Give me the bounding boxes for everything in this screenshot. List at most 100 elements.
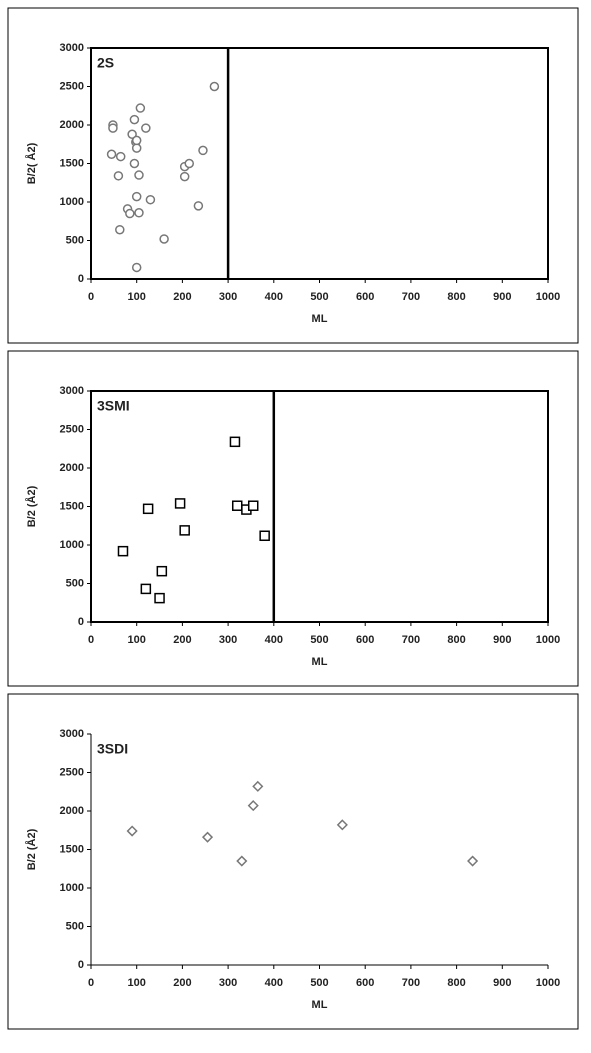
point xyxy=(156,565,168,577)
x-tick-label: 500 xyxy=(310,291,328,303)
x-axis-label: ML xyxy=(312,656,328,668)
y-tick-label: 1500 xyxy=(60,843,84,855)
x-tick-label: 700 xyxy=(402,977,420,989)
y-tick-label: 500 xyxy=(66,920,84,932)
y-tick-label: 3000 xyxy=(60,42,84,54)
point xyxy=(129,114,140,125)
x-tick-label: 900 xyxy=(493,291,511,303)
y-tick-label: 0 xyxy=(78,616,84,628)
x-tick-label: 500 xyxy=(310,634,328,646)
x-tick-label: 200 xyxy=(173,291,191,303)
x-tick-label: 700 xyxy=(402,634,420,646)
point xyxy=(467,855,479,867)
y-tick-label: 0 xyxy=(78,959,84,971)
x-tick-label: 200 xyxy=(173,634,191,646)
x-tick-label: 800 xyxy=(447,977,465,989)
y-tick-label: 2000 xyxy=(60,462,84,474)
x-tick-label: 300 xyxy=(219,977,237,989)
point xyxy=(154,592,165,604)
y-tick-label: 0 xyxy=(78,273,84,285)
y-tick-label: 1000 xyxy=(60,882,84,894)
y-tick-label: 2000 xyxy=(60,805,84,817)
point xyxy=(129,158,140,169)
point xyxy=(141,123,151,133)
x-tick-label: 0 xyxy=(88,634,94,646)
point xyxy=(193,201,204,211)
x-tick-label: 0 xyxy=(88,291,94,303)
y-tick-label: 1000 xyxy=(60,539,84,551)
chart-title: 2S xyxy=(97,55,114,71)
y-tick-label: 2500 xyxy=(60,80,84,92)
point xyxy=(201,831,214,843)
y-tick-label: 2000 xyxy=(60,119,84,131)
y-tick-label: 500 xyxy=(66,234,84,246)
point xyxy=(115,151,126,162)
point xyxy=(198,145,208,156)
x-tick-label: 1000 xyxy=(536,634,560,646)
plot-frame xyxy=(90,390,549,623)
x-tick-label: 600 xyxy=(356,977,374,989)
x-tick-label: 900 xyxy=(493,977,511,989)
x-tick-label: 600 xyxy=(356,634,374,646)
point xyxy=(159,234,169,244)
point xyxy=(336,819,348,831)
point xyxy=(231,500,243,511)
y-tick-label: 1500 xyxy=(60,500,84,512)
y-tick-label: 2500 xyxy=(60,766,84,778)
point xyxy=(131,262,142,273)
point xyxy=(229,436,241,448)
x-tick-label: 1000 xyxy=(536,291,560,303)
point xyxy=(126,825,138,837)
panel-border xyxy=(7,350,579,687)
y-axis-label: B/2 (Å2) xyxy=(25,485,38,527)
x-tick-label: 300 xyxy=(219,634,237,646)
point xyxy=(184,158,195,169)
point xyxy=(179,525,190,536)
x-tick-label: 400 xyxy=(265,634,283,646)
x-tick-label: 1000 xyxy=(536,977,560,989)
panel-border xyxy=(7,693,579,1030)
point xyxy=(236,855,248,867)
y-tick-label: 500 xyxy=(66,577,84,589)
point xyxy=(179,171,190,182)
point xyxy=(108,123,118,133)
x-tick-label: 800 xyxy=(447,634,465,646)
x-tick-label: 400 xyxy=(265,291,283,303)
point xyxy=(106,149,117,160)
x-tick-label: 100 xyxy=(128,977,146,989)
point xyxy=(131,143,142,153)
point xyxy=(209,81,220,92)
y-axis-label: B/2 (Å2) xyxy=(25,828,38,870)
y-tick-label: 3000 xyxy=(60,385,84,397)
point xyxy=(247,500,259,511)
x-tick-label: 0 xyxy=(88,977,94,989)
point xyxy=(117,545,129,557)
point xyxy=(131,135,142,146)
point xyxy=(134,208,144,218)
point xyxy=(247,800,259,812)
x-tick-label: 800 xyxy=(447,291,465,303)
x-axis-label: ML xyxy=(312,313,328,325)
x-axis-label: ML xyxy=(312,999,328,1011)
y-tick-label: 3000 xyxy=(60,728,84,740)
point xyxy=(145,194,156,205)
point xyxy=(142,503,154,515)
chart-title: 3SDI xyxy=(97,741,128,757)
point xyxy=(140,583,152,595)
point xyxy=(259,530,270,542)
x-tick-label: 200 xyxy=(173,977,191,989)
point xyxy=(115,224,125,235)
point xyxy=(113,171,124,181)
plot-frame xyxy=(90,47,549,280)
y-tick-label: 1500 xyxy=(60,157,84,169)
point xyxy=(127,129,137,139)
point xyxy=(125,208,135,219)
x-tick-label: 100 xyxy=(128,634,146,646)
x-tick-label: 600 xyxy=(356,291,374,303)
point xyxy=(174,498,186,509)
x-tick-label: 700 xyxy=(402,291,420,303)
y-axis-label: B/2( Å2) xyxy=(25,142,38,184)
y-tick-label: 2500 xyxy=(60,423,84,435)
x-tick-label: 900 xyxy=(493,634,511,646)
